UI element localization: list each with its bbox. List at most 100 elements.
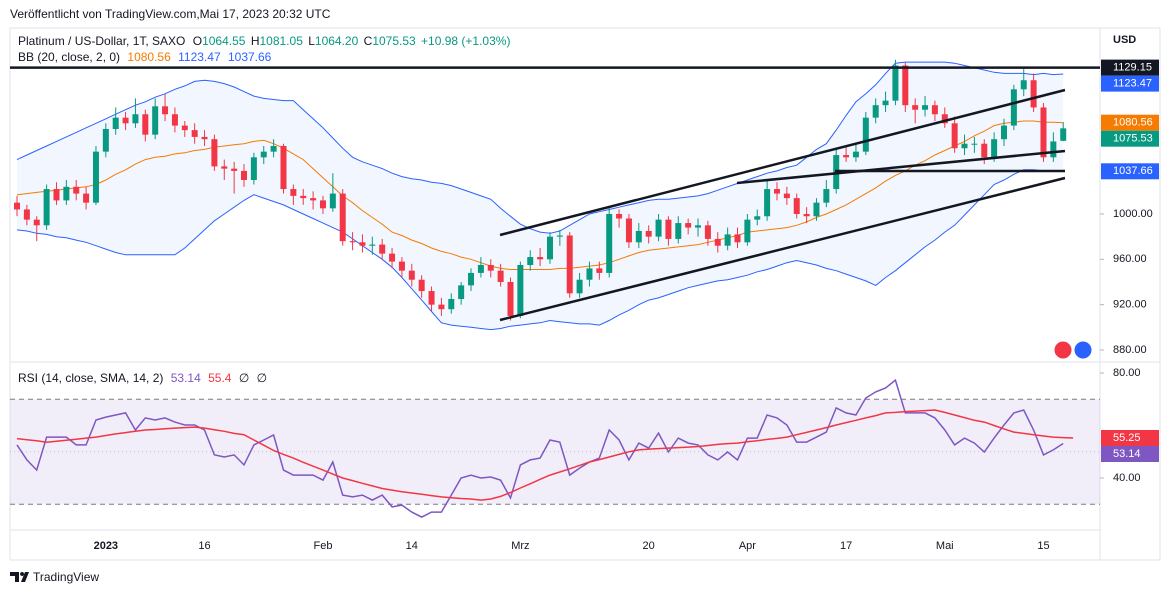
rsi-legend: RSI (14, close, SMA, 14, 2) 53.14 55.4 ∅… (18, 371, 267, 385)
candle-body (1040, 107, 1047, 158)
trend-line (499, 88, 1066, 237)
candle-body (280, 145, 287, 190)
y-tick-label: 40.00 (1113, 472, 1141, 484)
x-tick-label: Mrz (511, 540, 529, 552)
price-tag (1101, 59, 1159, 76)
candle-body (546, 236, 553, 260)
candle-body (971, 143, 978, 145)
candle-body (73, 186, 80, 194)
candle-body (112, 117, 119, 129)
y-tick-label: 960.00 (1113, 253, 1147, 265)
x-tick-label: 2023 (94, 540, 118, 552)
brand-logo (10, 572, 29, 582)
candle-body (783, 193, 790, 199)
flag-icon (1053, 340, 1073, 360)
rsi-value: 53.14 (171, 371, 201, 385)
indicator-line (16, 169, 1064, 331)
candle-body (290, 189, 297, 196)
candle-body (260, 151, 267, 158)
candle-body (122, 117, 129, 124)
candle-body (724, 234, 731, 246)
candle-body (685, 223, 692, 228)
candle-body (517, 264, 524, 316)
candle-body (922, 105, 929, 110)
candle-body (961, 143, 968, 149)
candle-body (181, 125, 188, 131)
published-note: Veröffentlicht von TradingView.com,Mai 1… (10, 7, 331, 21)
candle-body (53, 189, 60, 201)
candle-body (843, 155, 850, 158)
candle-body (487, 264, 494, 271)
candle-body (793, 198, 800, 214)
candle-body (221, 166, 228, 169)
indicator-value: 1123.47 (178, 50, 221, 64)
candle-body (339, 193, 346, 242)
x-tick-label: Mai (936, 540, 954, 552)
price-tag-label: 1037.66 (1113, 165, 1153, 177)
candle-body (1020, 80, 1027, 90)
candle-body (300, 195, 307, 199)
band-fill (17, 62, 1064, 330)
candle-body (152, 106, 159, 135)
candle-body (428, 291, 435, 305)
price-tag (1101, 163, 1159, 180)
candle-body (329, 193, 336, 209)
ohlc-label: O (193, 34, 202, 48)
candle-body (606, 213, 613, 273)
indicator-value: 1080.56 (127, 50, 171, 64)
candle-body (655, 219, 662, 237)
candle-body (63, 186, 70, 201)
candle-body (892, 65, 899, 101)
change: +10.98 (+1.03%) (421, 34, 510, 48)
ohlc-value: 1064.55 (202, 34, 246, 48)
ohlc-label: H (251, 34, 260, 48)
candle-body (537, 257, 544, 260)
candle-body (596, 268, 603, 273)
trend-line (736, 149, 1066, 185)
flag-icon (1073, 340, 1093, 360)
candle-body (941, 114, 948, 124)
candle-body (319, 200, 326, 209)
candle-body (744, 219, 751, 243)
price-tag (1101, 445, 1159, 462)
legend-title: Platinum / US-Dollar, 1T, SAXO (18, 34, 185, 48)
price-tag-label: 53.14 (1113, 448, 1141, 460)
ohlc-value: 1075.53 (372, 34, 416, 48)
candle-body (369, 244, 376, 246)
candle-body (418, 279, 425, 292)
y-tick-label: 1000.00 (1113, 208, 1153, 220)
candle-body (379, 244, 386, 254)
candle-body (823, 189, 830, 203)
candle-body (852, 151, 859, 158)
price-tag-label: 1123.47 (1113, 78, 1152, 90)
currency-label: USD (1113, 34, 1136, 46)
candle-body (645, 230, 652, 237)
candle-body (458, 285, 465, 299)
price-tag (1101, 429, 1159, 446)
candle-body (675, 223, 682, 239)
candle-body (270, 145, 277, 152)
candle-body (1060, 128, 1067, 141)
candle-body (142, 114, 149, 135)
indicator-value: 1037.66 (228, 50, 272, 64)
y-tick-label: 920.00 (1113, 299, 1147, 311)
candle-body (625, 218, 632, 243)
candle-body (14, 202, 20, 210)
event-flags (1053, 340, 1093, 360)
candle-body (616, 213, 623, 219)
indicator-title: BB (20, close, 2, 0) (18, 50, 120, 64)
price-tag-label: 55.25 (1113, 432, 1141, 444)
indicator-legend: BB (20, close, 2, 0) 1080.56 1123.47 103… (18, 50, 272, 64)
candle-body (872, 105, 879, 118)
candle-body (468, 272, 475, 286)
candle-body (507, 281, 514, 316)
candle-body (773, 189, 780, 194)
candle-body (862, 117, 869, 152)
candle-body (359, 242, 366, 246)
x-tick-label: 15 (1037, 540, 1049, 552)
candle-body (211, 139, 218, 167)
indicator-line (16, 120, 1064, 270)
x-tick-label: Apr (739, 540, 756, 552)
candle-body (527, 257, 534, 265)
